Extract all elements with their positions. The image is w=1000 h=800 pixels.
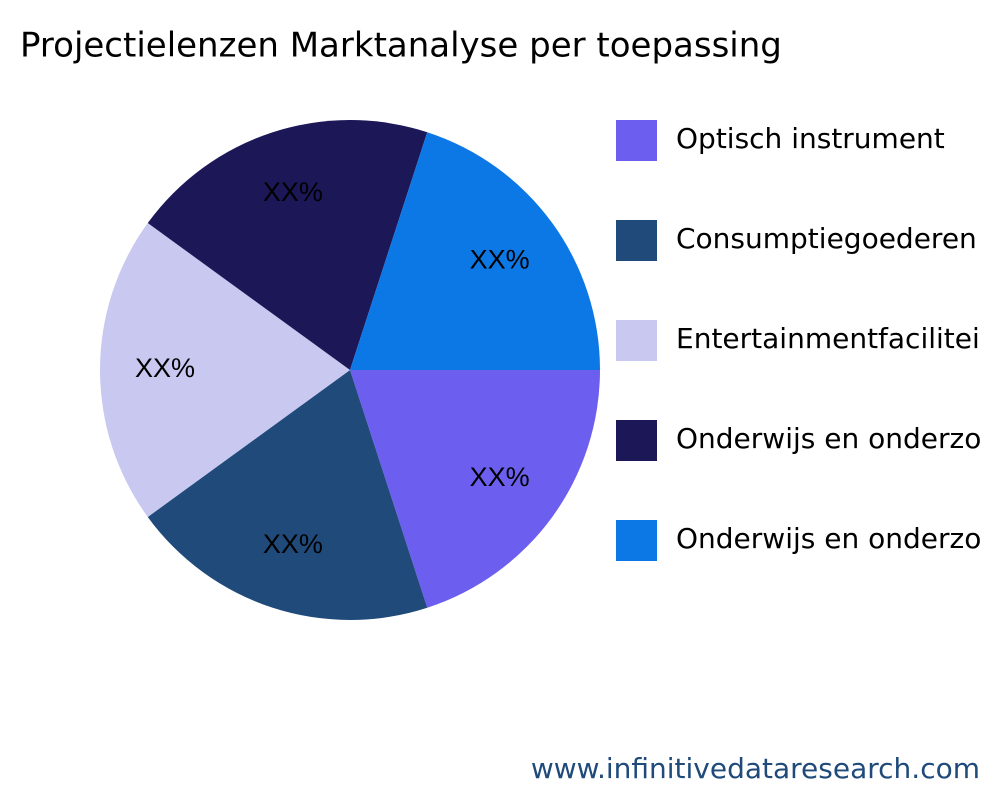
watermark: www.infinitivedataresearch.com <box>531 752 980 785</box>
value-label: XX% <box>470 244 530 274</box>
pie-slice <box>350 370 600 608</box>
pie-slice <box>350 132 600 370</box>
legend-label: Entertainmentfacilitei <box>676 322 980 355</box>
pie-slice <box>147 120 428 370</box>
legend-label: Onderwijs en onderzo <box>676 422 981 455</box>
legend-swatch <box>616 120 657 161</box>
pie-slice <box>147 370 428 620</box>
value-label: XX% <box>470 462 530 492</box>
value-label: XX% <box>135 353 195 383</box>
legend-swatch <box>616 420 657 461</box>
value-label: XX% <box>263 529 323 559</box>
legend-label: Onderwijs en onderzo <box>676 522 981 555</box>
legend-swatch <box>616 520 657 561</box>
legend-label: Consumptiegoederen <box>676 222 977 255</box>
pie-slice <box>100 223 350 517</box>
legend-label: Optisch instrument <box>676 122 945 155</box>
chart-title: Projectielenzen Marktanalyse per toepass… <box>20 26 782 66</box>
legend-swatch <box>616 220 657 261</box>
value-label: XX% <box>263 177 323 207</box>
legend-swatch <box>616 320 657 361</box>
